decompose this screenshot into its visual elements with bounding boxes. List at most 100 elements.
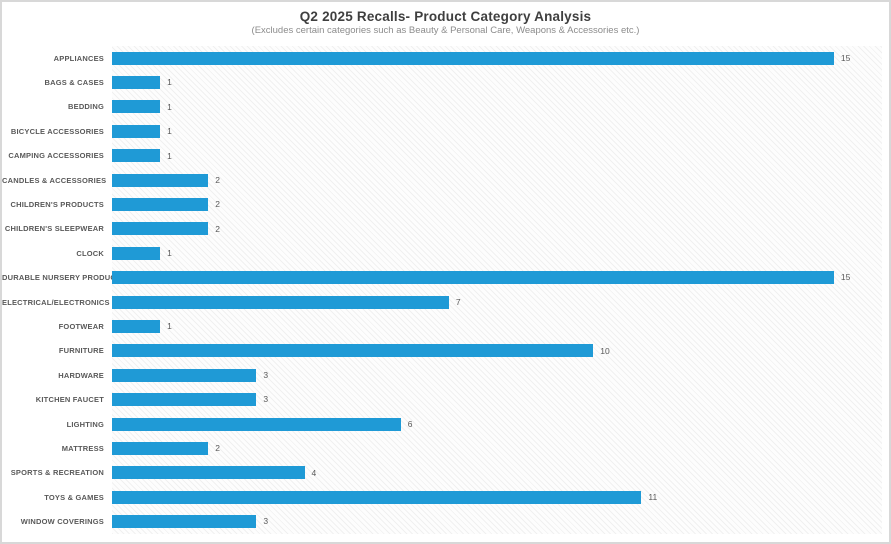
bar [112, 149, 161, 163]
value-label: 10 [600, 345, 610, 356]
bar-row: ELECTRICAL/ELECTRONICS 7 [2, 290, 882, 314]
bar [112, 490, 642, 504]
value-label: 1 [167, 77, 172, 88]
bar-track: 7 [112, 290, 882, 314]
value-label: 2 [215, 223, 220, 234]
bar [112, 393, 257, 407]
bar-row: LIGHTING 6 [2, 412, 882, 436]
category-label: MATTRESS [61, 443, 104, 453]
bar-row: CHILDREN'S PRODUCTS 2 [2, 192, 882, 216]
bar [112, 441, 209, 455]
bar-track: 2 [112, 168, 882, 192]
bar [112, 295, 449, 309]
bar-row: KITCHEN FAUCET 3 [2, 387, 882, 411]
value-label: 15 [840, 272, 851, 283]
bar [112, 100, 161, 114]
bar-track: 1 [112, 314, 882, 338]
bar-row: WINDOW COVERINGS 3 [2, 509, 882, 533]
bar [112, 319, 161, 333]
bar-track: 4 [112, 461, 882, 485]
bar [112, 51, 834, 65]
bar-row: BICYCLE ACCESSORIES 1 [2, 119, 882, 143]
chart-subtitle: (Excludes certain categories such as Bea… [251, 25, 640, 36]
bar [112, 222, 209, 236]
bar [112, 173, 209, 187]
bar-track: 1 [112, 241, 882, 265]
bar-track: 1 [112, 70, 882, 94]
bar [112, 344, 594, 358]
bar-track: 2 [112, 217, 882, 241]
value-label: 6 [407, 418, 413, 429]
bar-track: 15 [112, 46, 882, 70]
category-label: WINDOW COVERINGS [20, 517, 104, 527]
category-label: FURNITURE [58, 346, 104, 356]
bar-row: BAGS & CASES 1 [2, 70, 882, 94]
category-label: CAMPING ACCESSORIES [8, 151, 104, 161]
bar [112, 246, 161, 260]
category-label: LIGHTING [66, 419, 104, 429]
bar-row: HARDWARE 3 [2, 363, 882, 387]
category-label: CHILDREN'S PRODUCTS [10, 200, 104, 210]
bar-row: MATTRESS 2 [2, 436, 882, 460]
bar-track: 11 [112, 485, 882, 509]
value-label: 11 [648, 491, 658, 502]
bar-track: 15 [112, 266, 882, 290]
category-label: FOOTWEAR [58, 321, 104, 331]
bar [112, 198, 209, 212]
category-label: BICYCLE ACCESSORIES [10, 126, 104, 136]
bar [112, 76, 161, 90]
category-label: BEDDING [68, 102, 104, 112]
bar [112, 515, 257, 529]
category-label: BAGS & CASES [44, 78, 104, 88]
bar-track: 3 [112, 363, 882, 387]
bar-track: 6 [112, 412, 882, 436]
bar-row: CAMPING ACCESSORIES 1 [2, 144, 882, 168]
value-label: 2 [215, 199, 220, 210]
bar-row: CLOCK 1 [2, 241, 882, 265]
category-label: CHILDREN'S SLEEPWEAR [4, 224, 104, 234]
value-label: 4 [311, 467, 317, 478]
bar-row: TOYS & GAMES 11 [2, 485, 882, 509]
bar [112, 271, 834, 285]
category-label: TOYS & GAMES [44, 492, 104, 502]
category-label: SPORTS & RECREATION [10, 468, 104, 478]
value-label: 3 [263, 516, 269, 527]
plot-area: APPLIANCES 15 BAGS & CASES 1 BEDDING 1 BICYCLE… [2, 46, 889, 534]
bar-row: CHILDREN'S SLEEPWEAR 2 [2, 217, 882, 241]
bar-track: 1 [112, 119, 882, 143]
value-label: 15 [840, 52, 851, 63]
value-label: 2 [215, 443, 220, 454]
value-label: 3 [263, 370, 269, 381]
chart-title: Q2 2025 Recalls- Product Category Analys… [299, 9, 592, 24]
category-label: APPLIANCES [53, 53, 104, 63]
bar-row: CANDLES & ACCESSORIES 2 [2, 168, 882, 192]
chart-header: Q2 2025 Recalls- Product Category Analys… [2, 2, 889, 37]
value-label: 1 [167, 321, 172, 332]
bar-track: 1 [112, 95, 882, 119]
category-label: DURABLE NURSERY PRODUCT [2, 273, 121, 283]
value-label: 3 [263, 394, 269, 405]
value-label: 1 [167, 150, 172, 161]
bar-row: FURNITURE 10 [2, 339, 882, 363]
bar-row: FOOTWEAR 1 [2, 314, 882, 338]
value-label: 1 [167, 101, 172, 112]
bar [112, 124, 161, 138]
value-label: 1 [167, 248, 172, 259]
bar-track: 3 [112, 387, 882, 411]
category-label: CLOCK [76, 248, 104, 258]
bar [112, 417, 401, 431]
value-label: 2 [215, 174, 220, 185]
category-label: ELECTRICAL/ELECTRONICS [2, 297, 110, 307]
bar-track: 1 [112, 144, 882, 168]
bar-track: 10 [112, 339, 882, 363]
bar [112, 368, 257, 382]
bar-track: 2 [112, 192, 882, 216]
value-label: 1 [167, 126, 172, 137]
bar-row: DURABLE NURSERY PRODUCT 15 [2, 266, 882, 290]
category-label: KITCHEN FAUCET [35, 395, 104, 405]
bar-row: APPLIANCES 15 [2, 46, 882, 70]
bar-track: 2 [112, 436, 882, 460]
bar-row: SPORTS & RECREATION 4 [2, 461, 882, 485]
bar-track: 3 [112, 509, 882, 533]
